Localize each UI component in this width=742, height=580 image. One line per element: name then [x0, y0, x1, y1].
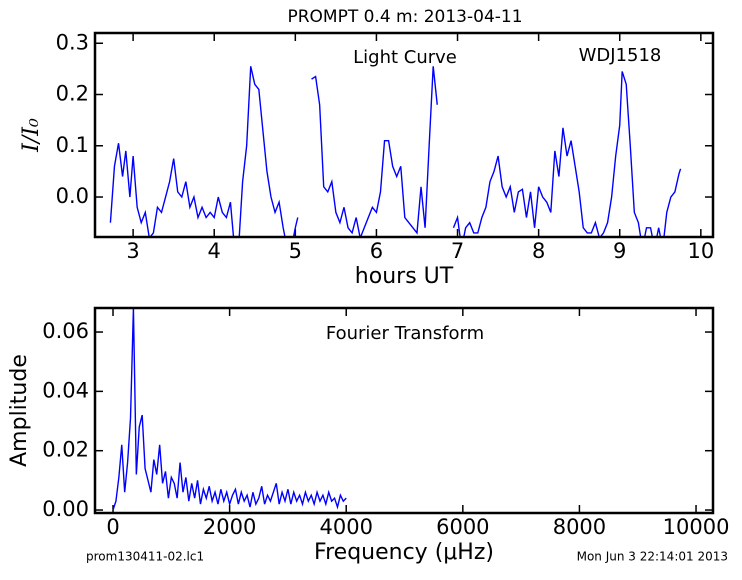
y-tick-label: 0.06	[42, 319, 89, 343]
x-tick-label: 3	[126, 239, 139, 263]
y-axis-label: I/I₀	[19, 118, 44, 153]
annotation: Light Curve	[353, 47, 457, 68]
x-tick-label: 5	[289, 239, 302, 263]
axes-frame	[93, 31, 715, 239]
x-axis-label: Frequency (μHz)	[314, 540, 494, 565]
x-axis-label: hours UT	[355, 264, 454, 289]
chart-title: PROMPT 0.4 m: 2013-04-11	[287, 7, 522, 27]
y-axis-label: Amplitude	[7, 354, 32, 467]
footer-right: Mon Jun 3 22:14:01 2013	[577, 550, 728, 564]
x-tick-label: 9	[613, 239, 626, 263]
x-tick-label: 6000	[436, 515, 489, 539]
y-tick-label: 0.02	[42, 438, 89, 462]
y-tick-label: 0.04	[42, 378, 89, 402]
x-tick-label: 6	[370, 239, 383, 263]
y-tick-label: 0.1	[56, 133, 89, 157]
axes-frame	[93, 306, 715, 515]
x-tick-label: 7	[451, 239, 464, 263]
x-tick-label: 4000	[319, 515, 372, 539]
annotation: Fourier Transform	[326, 323, 484, 344]
y-tick-label: 0.00	[42, 497, 89, 521]
data-line	[112, 308, 347, 511]
y-tick-label: 0.3	[56, 30, 89, 54]
footer-left: prom130411-02.lc1	[86, 550, 204, 564]
x-tick-label: 4	[208, 239, 221, 263]
x-tick-label: 8000	[553, 515, 606, 539]
x-tick-label: 10	[687, 239, 714, 263]
x-tick-label: 8	[532, 239, 545, 263]
data-line	[109, 66, 682, 237]
x-tick-label: 2000	[203, 515, 256, 539]
y-tick-label: 0.0	[56, 184, 89, 208]
x-tick-label: 10000	[663, 515, 730, 539]
y-tick-label: 0.2	[56, 82, 89, 106]
annotation: WDJ1518	[579, 45, 662, 66]
x-tick-label: 0	[106, 515, 119, 539]
